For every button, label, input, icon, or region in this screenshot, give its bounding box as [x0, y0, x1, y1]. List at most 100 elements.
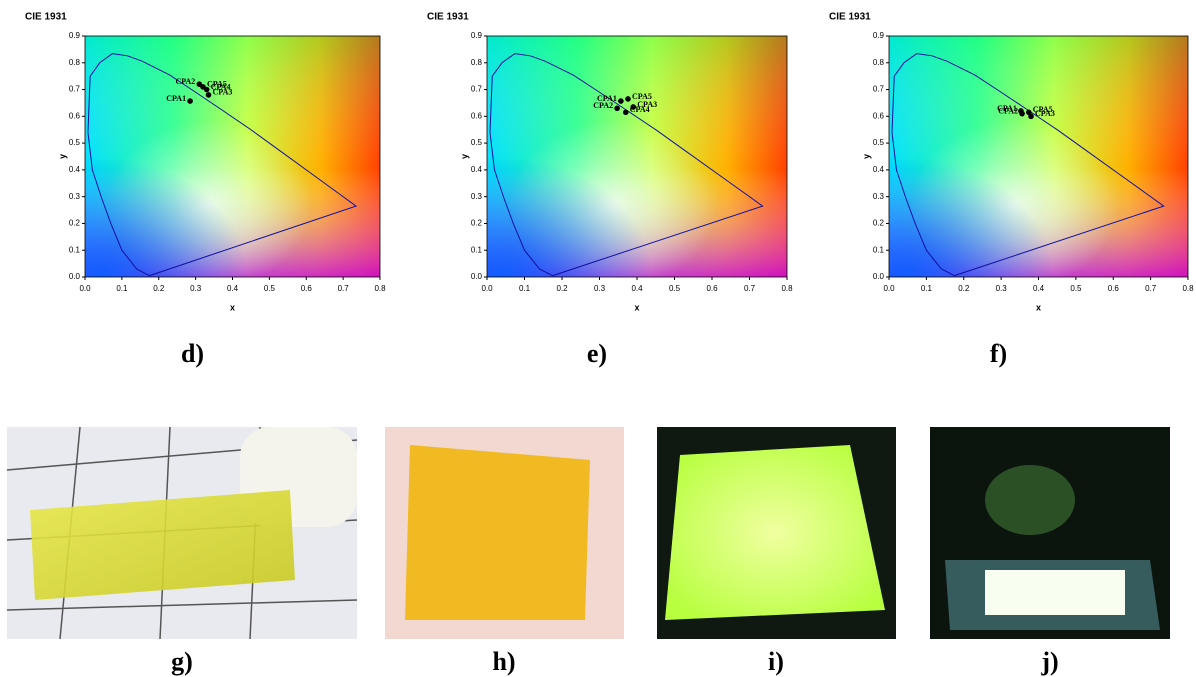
x-tick-label: 0.0	[883, 284, 895, 293]
data-point	[625, 96, 631, 102]
x-tick-label: 0.5	[264, 284, 276, 293]
y-tick-label: 0.3	[873, 192, 885, 201]
x-tick-label: 0.7	[338, 284, 350, 293]
data-point	[204, 87, 210, 93]
panel-caption: e)	[587, 339, 607, 368]
plot-background	[889, 36, 1188, 277]
x-tick-label: 0.6	[301, 284, 313, 293]
data-point	[614, 106, 620, 112]
y-tick-label: 0.3	[69, 192, 81, 201]
x-tick-label: 0.3	[594, 284, 606, 293]
data-point	[1019, 111, 1025, 117]
x-axis-label: x	[230, 302, 235, 312]
y-tick-label: 0.6	[471, 111, 483, 120]
y-tick-label: 0.2	[471, 219, 483, 228]
chart: CIE 1931 x y e) 0.0 0.1 0.2 0.3 0.4 0.5 0.6 0.7 0.8 0…	[427, 12, 793, 368]
y-tick-label: 0.5	[873, 138, 885, 147]
y-tick-label: 0.2	[873, 219, 885, 228]
point-label: CPA2	[175, 77, 195, 86]
x-tick-label: 0.7	[1145, 284, 1157, 293]
x-tick-label: 0.3	[190, 284, 202, 293]
x-tick-label: 0.4	[1033, 284, 1045, 293]
y-tick-label: 0.0	[69, 272, 81, 281]
point-label: CPA3	[213, 88, 233, 97]
x-tick-label: 0.8	[781, 284, 793, 293]
y-axis-label: y	[57, 154, 67, 159]
y-tick-label: 0.1	[471, 245, 483, 254]
data-point	[623, 110, 629, 116]
y-tick-label: 0.2	[69, 219, 81, 228]
chart-title: CIE 1931	[25, 12, 67, 23]
y-tick-label: 0.7	[471, 85, 483, 94]
y-tick-label: 0.9	[873, 31, 885, 40]
x-tick-label: 0.8	[374, 284, 386, 293]
point-label: CPA2	[998, 106, 1018, 115]
y-tick-label: 0.3	[471, 192, 483, 201]
y-tick-label: 0.1	[69, 245, 81, 254]
x-axis-label: x	[634, 302, 639, 312]
panel-caption: f)	[990, 339, 1007, 368]
chart-title: CIE 1931	[829, 12, 871, 23]
x-tick-label: 0.6	[1108, 284, 1120, 293]
x-tick-label: 0.5	[669, 284, 681, 293]
point-label: CPA3	[1035, 109, 1055, 118]
y-tick-label: 0.5	[69, 138, 81, 147]
x-tick-label: 0.0	[481, 284, 493, 293]
x-axis-label: x	[1036, 302, 1041, 312]
y-axis-label: y	[861, 154, 871, 159]
y-tick-label: 0.9	[471, 31, 483, 40]
x-tick-label: 0.5	[1070, 284, 1082, 293]
x-tick-label: 0.2	[556, 284, 568, 293]
y-tick-label: 0.9	[69, 31, 81, 40]
y-tick-label: 0.4	[873, 165, 885, 174]
y-tick-label: 0.0	[873, 272, 885, 281]
point-label: CPA2	[593, 101, 613, 110]
y-tick-label: 0.4	[69, 165, 81, 174]
photo-j	[930, 427, 1170, 639]
chart-title: CIE 1931	[427, 12, 469, 23]
photo-g	[7, 427, 357, 639]
data-point	[187, 98, 193, 104]
plot-background	[85, 36, 380, 277]
y-tick-label: 0.0	[471, 272, 483, 281]
data-point	[1028, 114, 1034, 120]
x-tick-label: 0.1	[519, 284, 531, 293]
y-tick-label: 0.1	[873, 245, 885, 254]
data-point	[206, 92, 212, 98]
y-tick-label: 0.6	[873, 111, 885, 120]
x-tick-label: 0.3	[996, 284, 1008, 293]
x-tick-label: 0.1	[116, 284, 128, 293]
x-tick-label: 0.4	[227, 284, 239, 293]
x-tick-label: 0.6	[706, 284, 718, 293]
x-tick-label: 0.0	[79, 284, 91, 293]
y-tick-label: 0.8	[873, 58, 885, 67]
photo-h	[385, 427, 624, 639]
point-label: CPA1	[166, 94, 186, 103]
photo-i	[657, 427, 896, 639]
y-tick-label: 0.6	[69, 111, 81, 120]
y-tick-label: 0.7	[69, 85, 81, 94]
photo-caption: j)	[1040, 647, 1058, 676]
plot-background	[487, 36, 787, 277]
y-tick-label: 0.5	[471, 138, 483, 147]
x-tick-label: 0.1	[921, 284, 933, 293]
figure: CIE 1931 x y d) 0.0 0.1 0.2 0.3 0.4 0.5 0.6 0.7 0.8 0…	[0, 0, 1196, 677]
x-tick-label: 0.4	[631, 284, 643, 293]
panel-caption: d)	[181, 339, 204, 368]
data-point	[618, 98, 624, 104]
chart: CIE 1931 x y f) 0.0 0.1 0.2 0.3 0.4 0.5 0.6 0.7 0.8 0…	[829, 12, 1194, 368]
y-tick-label: 0.8	[69, 58, 81, 67]
point-label: CPA4	[630, 105, 650, 114]
chart: CIE 1931 x y d) 0.0 0.1 0.2 0.3 0.4 0.5 0.6 0.7 0.8 0…	[25, 12, 386, 368]
x-tick-label: 0.7	[744, 284, 756, 293]
photo-caption: g)	[171, 647, 193, 676]
y-tick-label: 0.4	[471, 165, 483, 174]
x-tick-label: 0.2	[153, 284, 165, 293]
x-tick-label: 0.8	[1182, 284, 1194, 293]
y-tick-label: 0.7	[873, 85, 885, 94]
x-tick-label: 0.2	[958, 284, 970, 293]
y-tick-label: 0.8	[471, 58, 483, 67]
y-axis-label: y	[459, 154, 469, 159]
photo-caption: i)	[768, 647, 784, 676]
photo-caption: h)	[492, 647, 515, 676]
